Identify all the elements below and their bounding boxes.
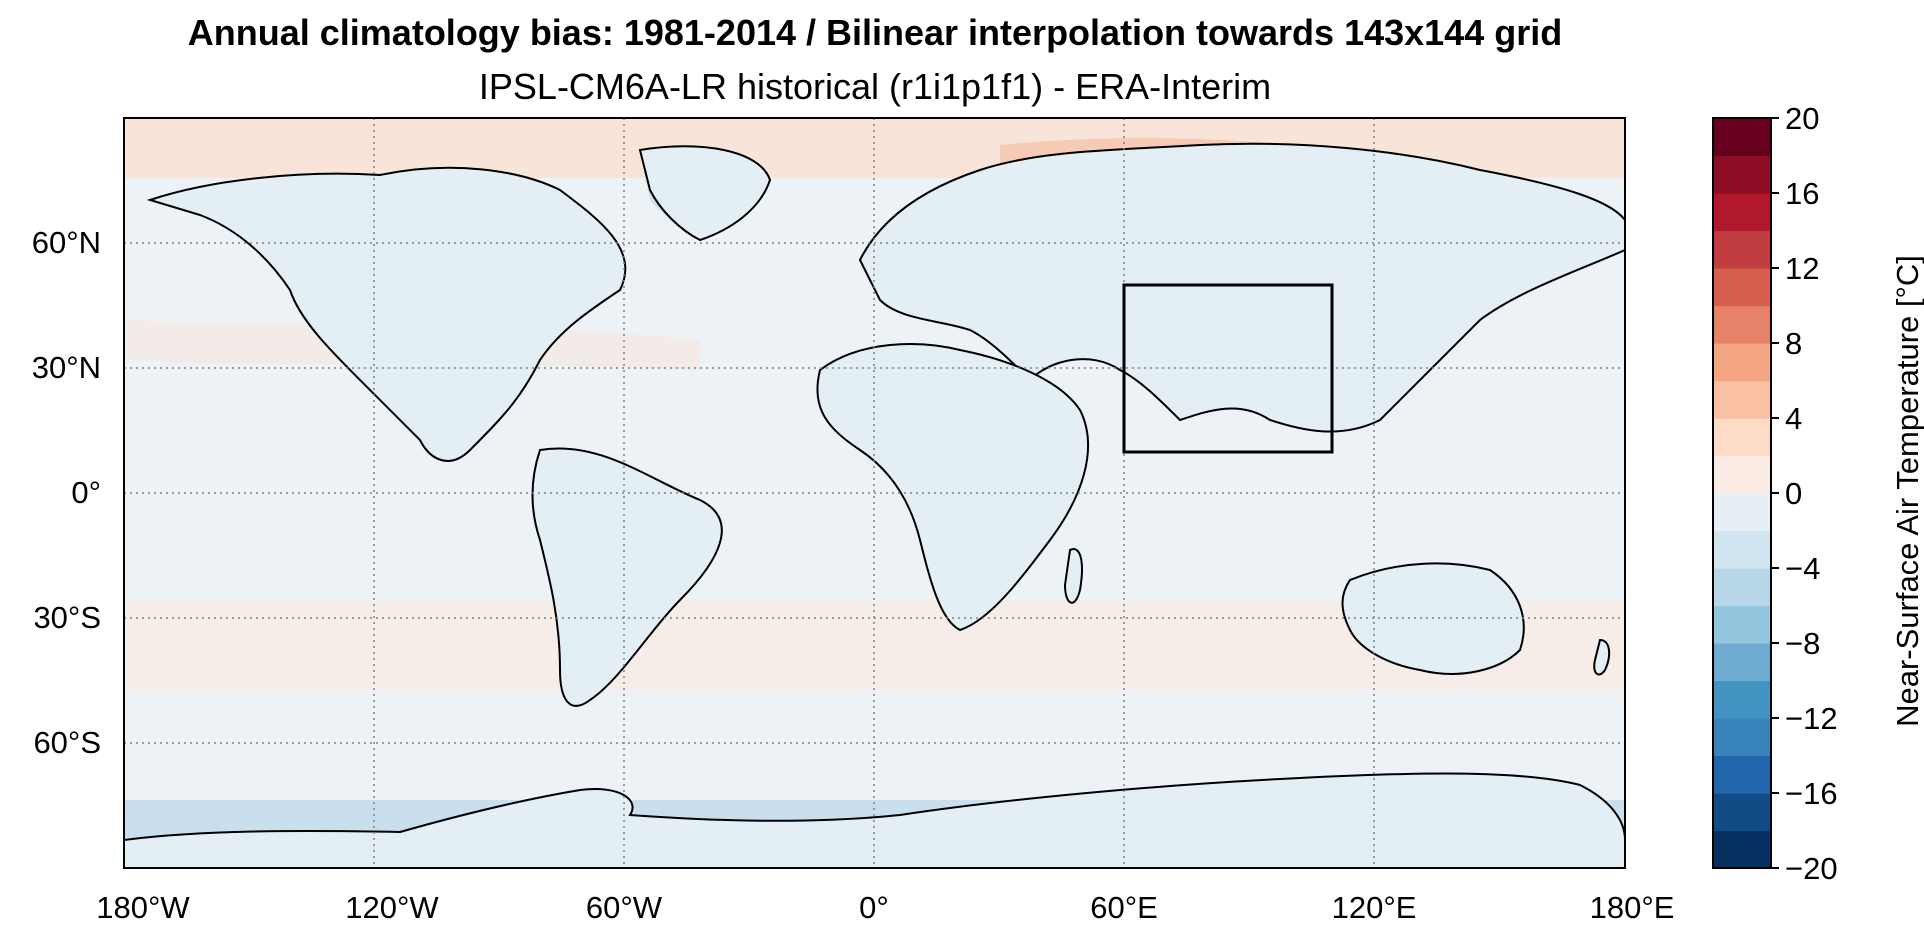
- colorbar-tick-label: 20: [1785, 101, 1819, 136]
- colorbar-segment: [1713, 418, 1771, 457]
- south-america: [531, 447, 723, 707]
- colorbar-tick-label: −12: [1785, 701, 1838, 736]
- colorbar-segment: [1713, 755, 1771, 794]
- colorbar-segment: [1713, 680, 1771, 719]
- lon-label-180e: 180°E: [1590, 890, 1675, 925]
- colorbar: [1713, 118, 1771, 869]
- lat-label-60s: 60°S: [33, 725, 101, 760]
- chart-title: Annual climatology bias: 1981-2014 / Bil…: [187, 12, 1563, 53]
- colorbar-segment: [1713, 568, 1771, 607]
- colorbar-ticks: 20 16 12 8 4 0 −4 −8 −12 −16 −20: [1771, 101, 1838, 886]
- region-box: [1122, 283, 1334, 454]
- colorbar-segment: [1713, 118, 1771, 157]
- lon-label-180w: 180°W: [96, 890, 190, 925]
- colorbar-segment: [1713, 493, 1771, 532]
- colorbar-segment: [1713, 793, 1771, 832]
- colorbar-segment: [1713, 155, 1771, 194]
- lat-label-30s: 30°S: [33, 600, 101, 635]
- lat-tick-labels: 60°N 30°N 0° 30°S 60°S: [32, 225, 101, 760]
- lon-label-120w: 120°W: [345, 890, 439, 925]
- colorbar-segment: [1713, 718, 1771, 757]
- colorbar-segment: [1713, 268, 1771, 307]
- lat-label-60n: 60°N: [32, 225, 101, 260]
- greenland: [638, 145, 772, 242]
- colorbar-segment: [1713, 230, 1771, 269]
- colorbar-tick-label: −16: [1785, 776, 1838, 811]
- new-zealand: [1593, 638, 1611, 676]
- colorbar-tick-label: 8: [1785, 326, 1802, 361]
- colorbar-segment: [1713, 605, 1771, 644]
- lon-tick-labels: 180°W 120°W 60°W 0° 60°E 120°E 180°E: [96, 890, 1674, 925]
- colorbar-segment: [1713, 380, 1771, 419]
- lon-label-0: 0°: [859, 890, 889, 925]
- north-america: [146, 166, 627, 462]
- colorbar-tick-label: −4: [1785, 551, 1820, 586]
- africa: [816, 343, 1089, 632]
- lon-label-60w: 60°W: [586, 890, 663, 925]
- colorbar-tick-label: 16: [1785, 176, 1819, 211]
- colorbar-segment: [1713, 455, 1771, 494]
- colorbar-segment: [1713, 830, 1771, 869]
- colorbar-segment: [1713, 193, 1771, 232]
- gridlines: [124, 118, 1625, 868]
- chart-subtitle: IPSL-CM6A-LR historical (r1i1p1f1) - ERA…: [478, 66, 1272, 107]
- colorbar-segment: [1713, 305, 1771, 344]
- map-frame: [123, 117, 1626, 869]
- colorbar-tick-label: −8: [1785, 626, 1820, 661]
- colorbar-tick-label: −20: [1785, 851, 1838, 886]
- colorbar-tick-label: 0: [1785, 476, 1802, 511]
- lon-label-120e: 120°E: [1332, 890, 1417, 925]
- lat-label-0: 0°: [71, 475, 101, 510]
- lon-label-60e: 60°E: [1090, 890, 1158, 925]
- colorbar-tick-label: 12: [1785, 251, 1819, 286]
- colorbar-label: Near-Surface Air Temperature [°C]: [1890, 255, 1924, 727]
- colorbar-segment: [1713, 530, 1771, 569]
- colorbar-tick-label: 4: [1785, 401, 1802, 436]
- colorbar-segment: [1713, 643, 1771, 682]
- lat-label-30n: 30°N: [32, 350, 101, 385]
- eurasia: [858, 142, 1625, 433]
- colorbar-segment: [1713, 343, 1771, 382]
- madagascar: [1063, 548, 1083, 604]
